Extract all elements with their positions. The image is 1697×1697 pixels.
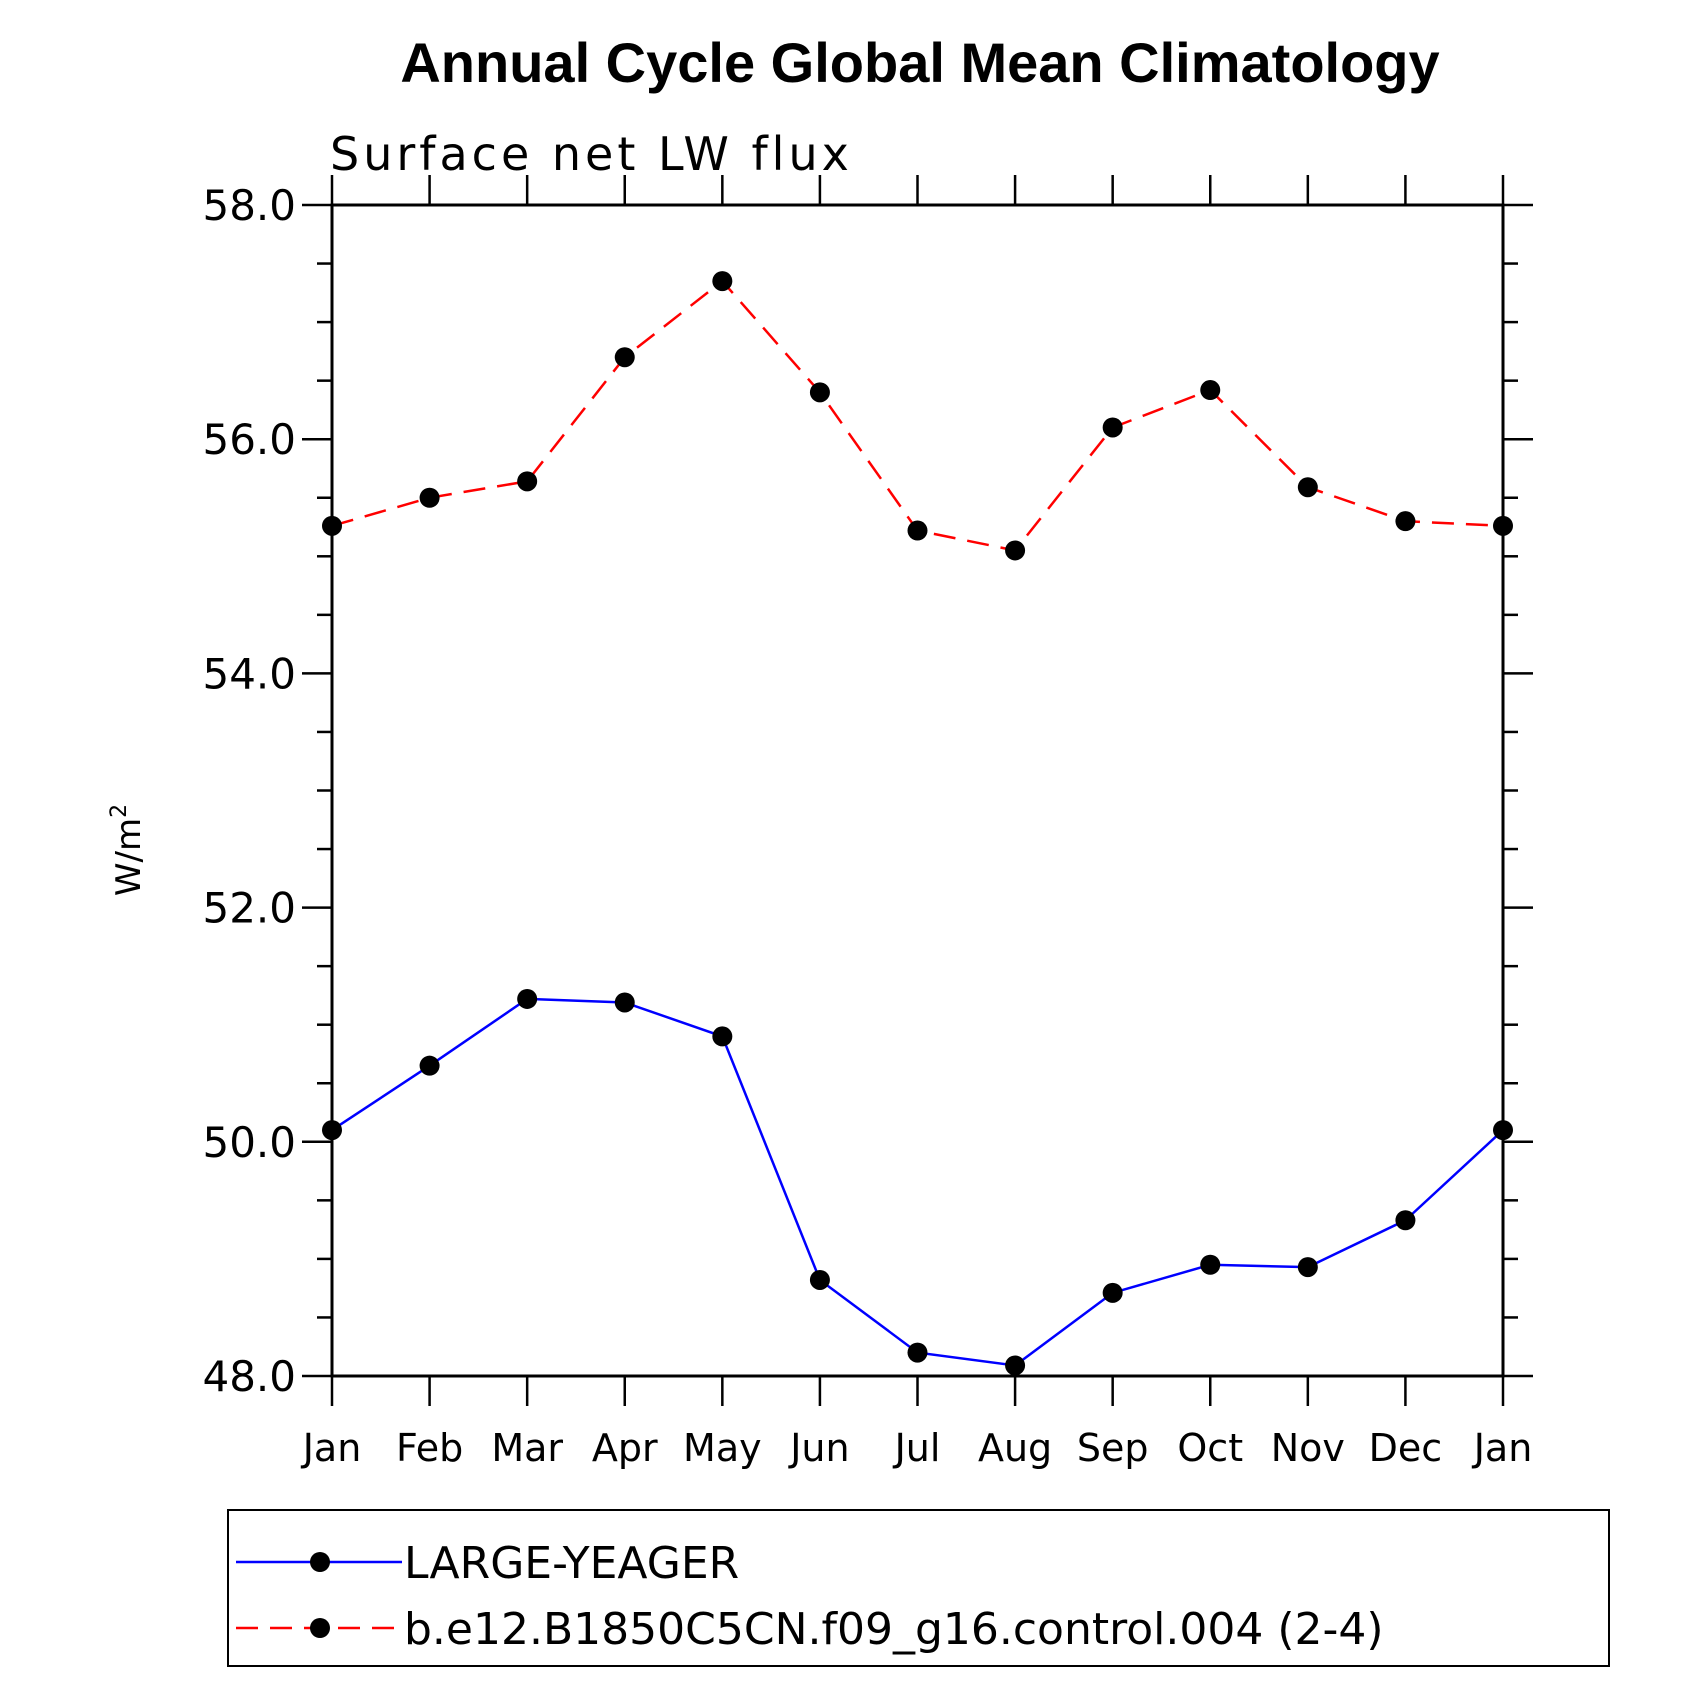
legend-marker xyxy=(310,1552,330,1572)
plot-border xyxy=(330,203,1505,1378)
x-tick-label: May xyxy=(683,1426,762,1470)
series-line xyxy=(331,997,1504,1367)
data-point xyxy=(907,1342,928,1363)
data-point xyxy=(1102,417,1123,438)
legend-label: LARGE-YEAGER xyxy=(404,1538,739,1589)
data-point xyxy=(1005,1355,1026,1376)
y-tick-label: 58.0 xyxy=(202,181,296,230)
data-point xyxy=(1200,380,1221,401)
data-point xyxy=(907,520,928,541)
y-tick-label: 50.0 xyxy=(202,1118,296,1167)
y-axis-label: W/m2 xyxy=(107,804,149,896)
data-point xyxy=(614,992,635,1013)
data-point xyxy=(419,1055,440,1076)
data-point xyxy=(1493,515,1513,536)
y-axis: 48.0 50.0 52.0 54.0 56.0 58.0 xyxy=(202,181,1533,1401)
plot-frame xyxy=(330,203,1505,1378)
y-tick-label: 56.0 xyxy=(202,415,296,464)
data-point xyxy=(1493,1120,1513,1141)
data-point xyxy=(1102,1282,1123,1303)
chart-title: Annual Cycle Global Mean Climatology xyxy=(400,31,1439,94)
data-point xyxy=(614,347,635,368)
data-point xyxy=(419,487,440,508)
data-point xyxy=(1395,1210,1416,1231)
legend-marker xyxy=(310,1618,330,1638)
x-tick-label: Jan xyxy=(1472,1426,1533,1470)
data-point xyxy=(517,988,538,1009)
x-tick-label: Aug xyxy=(978,1426,1052,1470)
series-0 xyxy=(322,988,1513,1376)
y-tick-label: 54.0 xyxy=(202,649,296,698)
legend-box xyxy=(227,1509,1610,1667)
x-tick-label: Jun xyxy=(788,1426,849,1470)
x-axis: Jan Feb Mar Apr May Jun Jul Aug Sep Oct Nov Dec Jan xyxy=(301,175,1533,1470)
x-tick-label: Jul xyxy=(893,1426,941,1470)
y-tick-label: 48.0 xyxy=(202,1352,296,1401)
data-point xyxy=(322,1120,342,1141)
series-layer xyxy=(322,271,1513,1376)
series-1 xyxy=(322,271,1513,561)
chart-subtitle: Surface net LW flux xyxy=(330,127,853,181)
data-point xyxy=(1395,511,1416,532)
legend-label: b.e12.B1850C5CN.f09_g16.control.004 (2-4… xyxy=(404,1604,1384,1655)
data-point xyxy=(322,515,342,536)
data-point xyxy=(1200,1254,1221,1275)
x-tick-label: Sep xyxy=(1077,1426,1149,1470)
legend: LARGE-YEAGER b.e12.B1850C5CN.f09_g16.cont… xyxy=(227,1509,1610,1667)
data-point xyxy=(712,1026,733,1047)
data-point xyxy=(809,1269,830,1290)
y-tick-label: 52.0 xyxy=(202,884,296,933)
x-tick-label: Apr xyxy=(592,1426,658,1470)
data-point xyxy=(1297,477,1318,498)
x-tick-label: Nov xyxy=(1271,1426,1345,1470)
x-tick-label: Mar xyxy=(491,1426,563,1470)
x-tick-label: Oct xyxy=(1177,1426,1243,1470)
data-point xyxy=(517,471,538,492)
data-point xyxy=(712,271,733,292)
x-tick-label: Jan xyxy=(301,1426,362,1470)
series-line xyxy=(331,279,1504,552)
svg-text:W/m2: W/m2 xyxy=(107,804,149,896)
x-tick-label: Feb xyxy=(396,1426,463,1470)
x-tick-label: Dec xyxy=(1369,1426,1443,1470)
data-point xyxy=(809,382,830,403)
data-point xyxy=(1297,1257,1318,1278)
data-point xyxy=(1005,540,1026,561)
